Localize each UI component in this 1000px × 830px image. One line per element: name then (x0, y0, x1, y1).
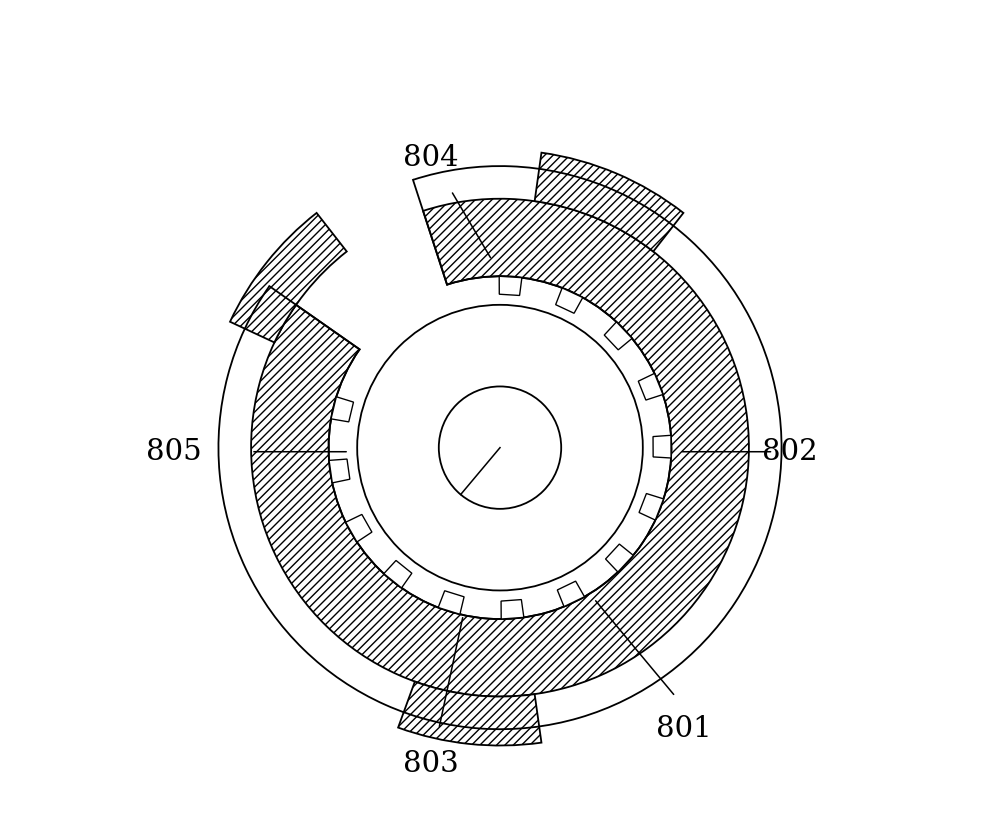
Text: 803: 803 (403, 750, 459, 779)
Polygon shape (556, 288, 583, 313)
Text: 804: 804 (403, 144, 458, 172)
Text: 805: 805 (146, 437, 201, 466)
Text: 801: 801 (656, 715, 711, 743)
Text: 802: 802 (762, 437, 818, 466)
Polygon shape (384, 560, 412, 588)
Polygon shape (653, 435, 671, 458)
Wedge shape (535, 153, 683, 251)
Polygon shape (438, 591, 464, 614)
Polygon shape (499, 276, 522, 295)
Polygon shape (639, 494, 664, 520)
Polygon shape (329, 459, 350, 483)
Wedge shape (398, 681, 541, 745)
Wedge shape (251, 198, 749, 696)
Polygon shape (604, 322, 632, 350)
Polygon shape (331, 397, 353, 422)
Polygon shape (501, 599, 524, 619)
Polygon shape (346, 515, 372, 542)
Wedge shape (230, 213, 347, 343)
Polygon shape (606, 544, 633, 572)
Polygon shape (557, 581, 584, 607)
Polygon shape (638, 374, 663, 400)
